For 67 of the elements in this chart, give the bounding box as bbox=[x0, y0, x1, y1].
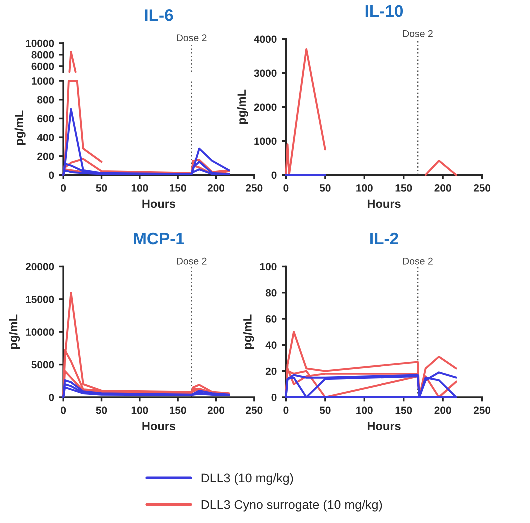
y-tick-label: 4000 bbox=[254, 36, 277, 44]
x-tick-label: 0 bbox=[61, 406, 66, 414]
y-tick-label: 3000 bbox=[254, 70, 277, 78]
y-tick-label: 20000 bbox=[26, 263, 54, 271]
x-tick-label: 250 bbox=[474, 406, 491, 414]
y-tick-label: 10000 bbox=[26, 40, 54, 48]
y-tick-label: 60 bbox=[266, 316, 277, 323]
x-axis-title: Hours bbox=[142, 422, 176, 430]
y-tick-label: 1000 bbox=[32, 78, 54, 85]
chart-title: IL-6 bbox=[145, 10, 174, 22]
y-tick-label: 20 bbox=[266, 368, 277, 376]
x-tick-label: 200 bbox=[208, 406, 225, 414]
y-tick-label: 400 bbox=[37, 134, 54, 142]
y-axis-title: pg/mL bbox=[243, 314, 254, 350]
x-tick-label: 150 bbox=[396, 184, 412, 192]
x-tick-label: 50 bbox=[320, 184, 331, 192]
y-tick-label: 6000 bbox=[32, 62, 54, 70]
y-tick-label: 0 bbox=[49, 172, 54, 180]
y-tick-label: 40 bbox=[266, 342, 277, 350]
x-tick-label: 0 bbox=[284, 406, 289, 414]
y-axis-title: pg/mL bbox=[14, 110, 26, 146]
x-tick-label: 200 bbox=[208, 184, 225, 192]
legend-label: DLL3 Cyno surrogate (10 mg/kg) bbox=[202, 500, 382, 512]
chart-title: IL-2 bbox=[370, 232, 398, 245]
x-tick-label: 150 bbox=[170, 184, 186, 192]
y-tick-label: 800 bbox=[38, 96, 54, 104]
legend-label: DLL3 (10 mg/kg) bbox=[202, 473, 294, 486]
y-axis-title: pg/mL bbox=[237, 90, 248, 124]
x-tick-label: 50 bbox=[96, 184, 108, 192]
y-tick-label: 8000 bbox=[32, 51, 54, 59]
x-tick-label: 200 bbox=[434, 184, 452, 192]
x-tick-label: 150 bbox=[170, 406, 186, 414]
y-tick-label: 5000 bbox=[32, 361, 54, 369]
y-tick-label: 600 bbox=[38, 115, 54, 123]
x-tick-label: 50 bbox=[320, 406, 331, 414]
x-tick-label: 100 bbox=[356, 184, 373, 192]
x-tick-label: 0 bbox=[61, 184, 66, 192]
x-axis-title: Hours bbox=[368, 200, 401, 208]
y-tick-label: 0 bbox=[49, 394, 54, 402]
x-axis-title: Hours bbox=[142, 200, 176, 208]
ref-line-label: Dose 2 bbox=[403, 258, 433, 265]
y-tick-label: 200 bbox=[38, 152, 54, 160]
y-tick-label: 80 bbox=[266, 289, 277, 297]
x-tick-label: 100 bbox=[132, 184, 148, 192]
x-tick-label: 250 bbox=[246, 184, 263, 192]
x-tick-label: 50 bbox=[96, 406, 108, 414]
x-tick-label: 150 bbox=[396, 406, 412, 414]
y-tick-label: 1000 bbox=[254, 138, 277, 146]
x-tick-label: 200 bbox=[434, 406, 452, 414]
y-tick-label: 2000 bbox=[254, 104, 277, 112]
ref-line-label: Dose 2 bbox=[177, 34, 207, 42]
chart-title: MCP-1 bbox=[134, 232, 184, 245]
ref-line-label: Dose 2 bbox=[403, 30, 433, 38]
y-tick-label: 0 bbox=[272, 394, 277, 402]
x-axis-title: Hours bbox=[368, 422, 401, 430]
y-tick-label: 10000 bbox=[26, 328, 54, 336]
y-axis-title: pg/mL bbox=[8, 314, 20, 350]
x-tick-label: 100 bbox=[132, 406, 148, 414]
x-tick-label: 250 bbox=[474, 184, 491, 192]
y-tick-label: 100 bbox=[260, 263, 277, 271]
y-tick-label: 0 bbox=[272, 172, 277, 180]
ref-line-label: Dose 2 bbox=[177, 258, 207, 265]
y-tick-label: 15000 bbox=[26, 296, 54, 304]
x-tick-label: 250 bbox=[246, 406, 263, 414]
x-tick-label: 100 bbox=[356, 406, 373, 414]
x-tick-label: 0 bbox=[284, 184, 289, 192]
chart-title: IL-10 bbox=[366, 5, 404, 18]
